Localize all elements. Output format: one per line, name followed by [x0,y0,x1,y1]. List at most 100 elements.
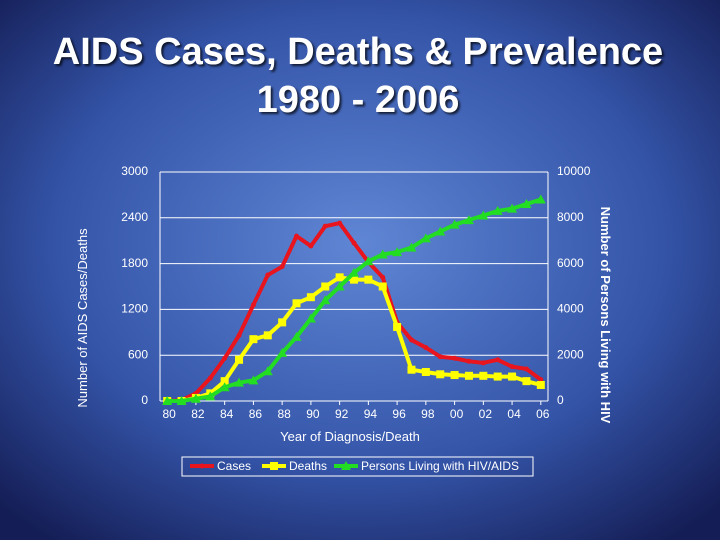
legend-label: Cases [217,459,251,473]
y-tick-label: 0 [141,393,148,407]
y2-tick-label: 8000 [557,210,584,224]
marker [306,293,315,302]
marker [380,274,386,280]
marker [407,365,416,374]
marker [294,233,300,239]
marker [450,371,459,380]
marker [236,332,242,338]
marker [364,275,373,284]
marker [291,331,302,341]
marker [205,391,216,401]
marker [305,313,316,323]
x-tick-label: 88 [277,407,291,421]
chart-title: 1980 - 2006 [257,79,460,121]
marker [162,396,173,405]
legend-label: Deaths [289,459,327,473]
x-tick-label: 94 [364,407,378,421]
marker [495,357,501,363]
marker [176,396,187,405]
y-tick-label: 600 [128,347,148,361]
marker [392,247,403,257]
marker [535,194,546,204]
marker [464,371,473,380]
marker [320,295,331,305]
y2-tick-label: 10000 [557,164,591,178]
x-tick-label: 84 [220,407,234,421]
marker [234,377,245,387]
marker [349,267,359,277]
marker [536,380,545,389]
marker [334,281,345,291]
x-tick-label: 96 [392,407,406,421]
y2-tick-label: 4000 [557,302,584,316]
marker [538,377,544,383]
y2-tick-label: 2000 [557,347,584,361]
marker [199,463,205,469]
marker [377,249,388,259]
marker [478,210,489,220]
marker [351,240,357,246]
marker [207,375,213,381]
marker [341,461,351,470]
marker [393,322,402,331]
marker [265,272,271,278]
x-tick-label: 92 [335,407,349,421]
marker [279,264,285,270]
y2-tick-label: 6000 [557,256,584,270]
marker [250,302,256,308]
chart-title: AIDS Cases, Deaths & Prevalence [53,31,663,73]
marker [363,256,374,266]
x-tick-label: 80 [163,407,177,421]
marker [466,358,472,364]
marker [423,345,429,351]
y-tick-label: 2400 [121,210,148,224]
y2-axis-label: Number of Persons Living with HIV [598,207,613,424]
marker [492,205,503,215]
marker [277,347,288,357]
x-axis-label: Year of Diagnosis/Death [280,429,420,444]
y2-tick-label: 0 [557,393,564,407]
marker [480,360,486,366]
x-tick-label: 86 [249,407,263,421]
marker [337,220,343,226]
marker [321,282,330,291]
marker [523,366,529,372]
x-tick-label: 00 [450,407,464,421]
marker [219,382,230,392]
marker [463,215,474,225]
y-tick-label: 1200 [121,302,148,316]
marker [235,355,244,364]
marker [507,203,518,213]
marker [435,226,446,236]
marker [449,219,460,229]
marker [248,375,259,385]
marker [263,331,272,340]
marker [452,355,458,361]
x-tick-label: 04 [507,407,521,421]
y-tick-label: 3000 [121,164,148,178]
marker [220,377,229,386]
marker [408,337,414,343]
marker [322,223,328,229]
marker [479,371,488,380]
marker [493,372,502,381]
marker [222,355,228,361]
marker [190,393,201,403]
marker [292,299,301,308]
marker [249,335,258,344]
x-tick-label: 90 [306,407,320,421]
marker [522,377,531,386]
x-tick-label: 02 [479,407,493,421]
x-tick-label: 98 [421,407,435,421]
marker [508,372,517,381]
marker [406,242,417,252]
marker [436,370,445,379]
marker [420,233,431,243]
marker [437,354,443,360]
marker [509,364,515,370]
marker [521,199,532,209]
x-tick-label: 82 [191,407,205,421]
marker [278,318,287,327]
y-axis-label: Number of AIDS Cases/Deaths [75,228,90,408]
